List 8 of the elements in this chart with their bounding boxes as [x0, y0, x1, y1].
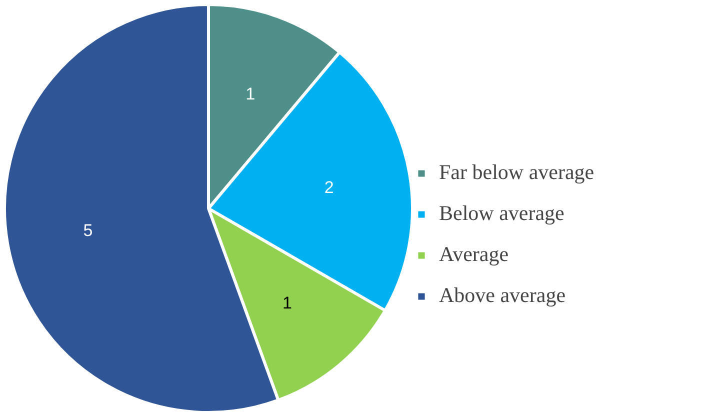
- data-label: 1: [282, 293, 292, 312]
- legend-label: Far below average: [439, 160, 594, 185]
- data-label: 2: [324, 178, 334, 198]
- legend-label: Average: [439, 242, 509, 267]
- data-label: 5: [83, 220, 93, 240]
- data-label: 1: [246, 84, 256, 104]
- legend-label: Below average: [439, 201, 564, 226]
- legend-label: Above average: [439, 283, 566, 308]
